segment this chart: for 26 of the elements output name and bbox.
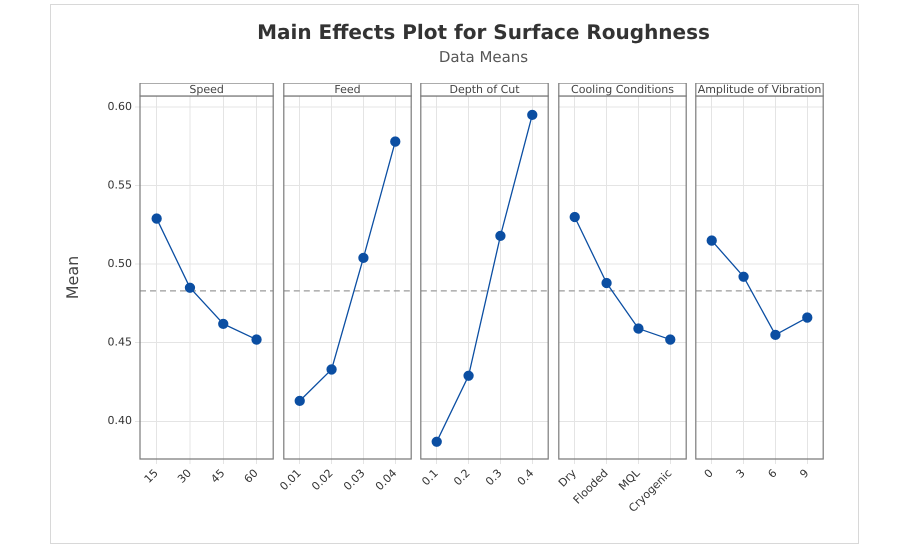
x-tick-label: 0 (702, 466, 716, 481)
y-tick-label: 0.60 (108, 100, 132, 113)
y-tick-label: 0.40 (108, 414, 132, 428)
x-axis-title: Feed (334, 82, 360, 96)
x-tick-label: 9 (797, 466, 812, 481)
x-tick-label: 3 (734, 466, 748, 481)
x-tick-label: 60 (242, 466, 261, 486)
y-tick-label: 0.50 (108, 257, 132, 270)
x-tick-label: 30 (175, 466, 194, 486)
x-tick-label: 0.4 (514, 466, 536, 488)
x-tick-label: 45 (208, 466, 228, 486)
x-axis-title: Cooling Conditions (570, 82, 674, 96)
x-axis-title: Depth of Cut (449, 82, 520, 96)
y-tick-label: 0.45 (108, 336, 132, 349)
chart-subtitle: Data Means (438, 48, 530, 66)
x-tick-label: Dry (555, 466, 579, 490)
x-axis-title: Speed (189, 82, 224, 96)
y-axis-title: Mean (62, 256, 82, 300)
x-tick-label: 0.2 (451, 466, 473, 488)
x-tick-label: 15 (142, 466, 161, 486)
x-axis-title: Amplitude of Vibration (698, 82, 822, 96)
x-tick-label: 0.3 (483, 466, 505, 488)
x-tick-label: 0.1 (419, 466, 441, 488)
chart-title: Main Effects Plot for Surface Roughness (256, 20, 711, 44)
x-tick-label: 6 (765, 466, 780, 481)
y-tick-label: 0.55 (108, 178, 132, 192)
